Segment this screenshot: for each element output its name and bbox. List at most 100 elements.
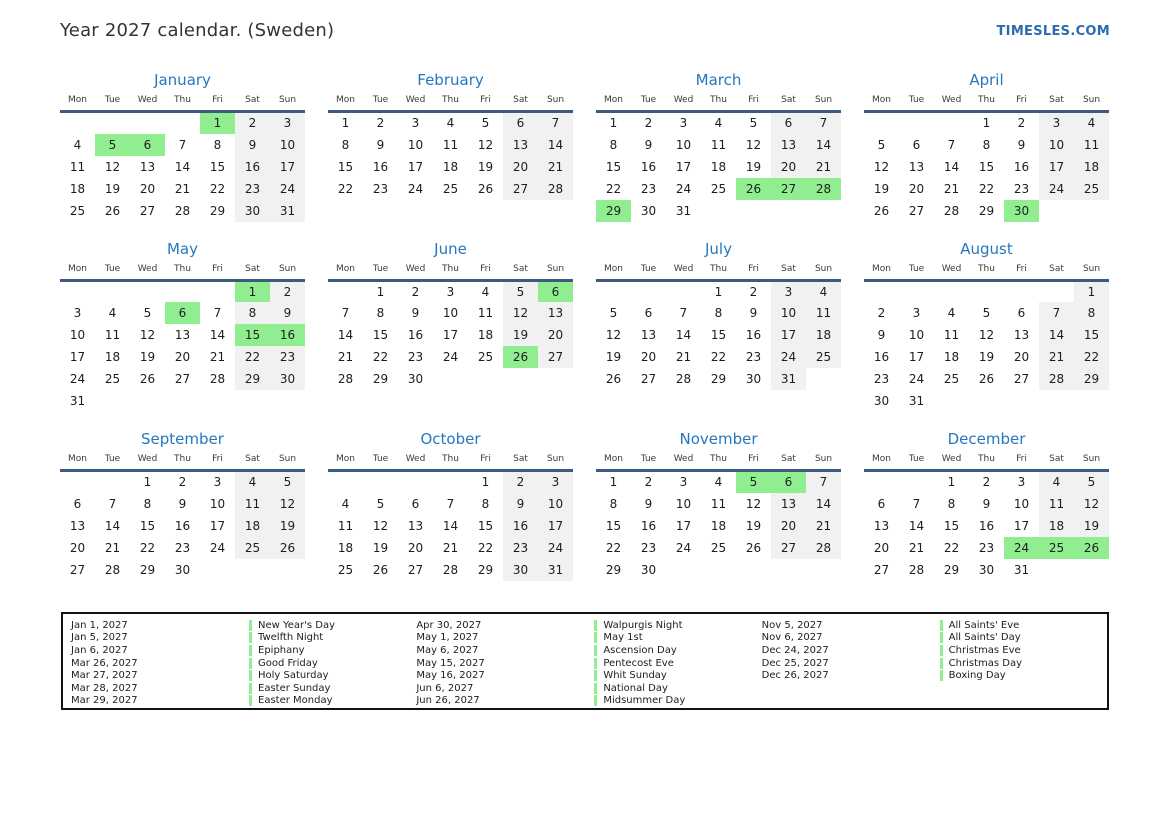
day-cell: 8 [609,496,618,511]
holiday-marker-icon [939,644,943,656]
day-cell: 3 [446,284,455,299]
day-cell: 21 [1039,346,1074,368]
legend-group: Apr 30, 2027 Walpurgis Night May 1, 2027 Ma… [416,619,761,707]
empty-cell [433,368,468,390]
day-cell: 10 [908,328,925,342]
legend-holiday-name: Christmas Day [939,657,1022,669]
legend-date: Jan 1, 2027 [71,619,128,631]
day-cell: 29 [710,372,727,386]
legend-item: Mar 27, 2027 Holy Saturday [71,669,416,682]
empty-cell [433,471,468,493]
empty-cell [270,390,305,412]
weekday-label: Fri [736,454,771,472]
day-cell: 31 [538,558,573,581]
weekday-label: Tue [631,454,666,472]
day-cell: 11 [806,302,841,324]
day-cell: 29 [209,203,226,218]
day-cell: 15 [337,159,354,174]
day-cell: 6 [771,111,806,134]
weekday-label: Sun [1074,454,1109,472]
month-title: May [166,239,198,258]
day-cell: 1 [982,116,991,131]
day-cell: 29 [605,562,622,577]
empty-cell [165,390,200,412]
legend-holiday-name: Pentecost Eve [594,657,674,669]
empty-cell [701,559,736,581]
weekday-label: Sat [503,454,538,472]
day-cell: 9 [411,306,420,320]
weekday-label: Sat [1039,454,1074,472]
weekday-label: Sun [1074,95,1109,113]
legend-date: Nov 5, 2027 [761,619,823,631]
day-cell: 27 [873,562,890,577]
legend-holiday-name: National Day [594,682,668,694]
legend-item: May 15, 2027 Pentecost Eve [416,657,761,670]
weekday-label: Thu [969,263,1004,282]
day-cell: 12 [978,328,995,342]
day-cell: 14 [209,328,226,342]
day-cell: 11 [477,306,494,320]
month-title: January [154,71,211,89]
day-cell: 24 [407,181,424,196]
weekday-label: Sun [270,454,305,472]
day-cell: 18 [943,350,960,364]
empty-cell [806,559,841,581]
empty-cell [328,280,363,302]
day-cell: 4 [806,280,841,302]
site-link[interactable]: TIMESLES.COM [996,24,1110,39]
day-cell: 12 [503,302,538,324]
day-cell: 12 [1074,492,1109,515]
day-cell: 14 [908,518,925,533]
day-cell: 28 [209,372,226,386]
month-title: March [695,71,742,89]
day-cell: 29 [596,199,631,222]
weekday-label: Sat [235,95,270,113]
day-cell: 19 [104,181,121,196]
holiday-marker-icon [594,632,598,644]
legend-date: Dec 25, 2027 [761,657,829,669]
day-cell: 5 [877,137,886,152]
weekday-label: Tue [363,263,398,282]
weekday-label: Sat [771,95,806,113]
day-cell: 23 [372,181,389,196]
day-cell: 2 [982,475,991,490]
day-cell: 17 [1013,518,1030,533]
day-cell: 14 [943,159,960,174]
day-cell: 13 [908,159,925,174]
day-cell: 18 [104,350,121,364]
day-cell: 13 [503,133,538,156]
holiday-marker-icon [939,670,943,682]
day-cell: 4 [947,306,956,320]
day-cell: 20 [771,514,806,537]
day-cell: 20 [407,540,424,555]
day-cell: 17 [270,155,305,178]
day-cell: 26 [736,177,771,200]
day-cell: 17 [407,159,424,174]
month-grid-table: Mon Tue Wed Thu Fri Sat Sun 1 2 3 4 5 6 7 8 9 10 11 12 13 14… [596,263,841,390]
day-cell: 9 [749,306,758,320]
weekday-label: Mon [864,263,899,282]
day-cell: 3 [73,306,82,320]
legend-holiday-name: All Saints' Eve [939,619,1019,631]
day-cell: 20 [640,350,657,364]
day-cell: 7 [178,137,187,152]
weekday-label: Wed [934,454,969,472]
day-cell: 21 [442,540,459,555]
day-cell: 24 [442,350,459,364]
day-cell: 31 [69,394,86,408]
day-cell: 25 [235,536,270,559]
day-cell: 7 [679,306,688,320]
day-cell: 26 [873,203,890,218]
day-cell: 16 [407,328,424,342]
legend-item: Dec 26, 2027 Boxing Day [762,669,1107,682]
day-cell: 27 [908,203,925,218]
months-grid: January Mon Tue Wed Thu Fri Sat Sun 1 2 3 4 5 6 7 8 9 10 1… [60,70,1109,581]
day-cell: 20 [1013,350,1030,364]
day-cell: 4 [235,470,270,493]
empty-cell [899,471,934,493]
day-cell: 6 [877,496,886,511]
weekday-label: Wed [398,454,433,472]
legend-group: Nov 5, 2027 All Saints' Eve Nov 6, 2027 All… [762,619,1107,707]
day-cell: 10 [1013,496,1030,511]
day-cell: 28 [104,562,121,577]
